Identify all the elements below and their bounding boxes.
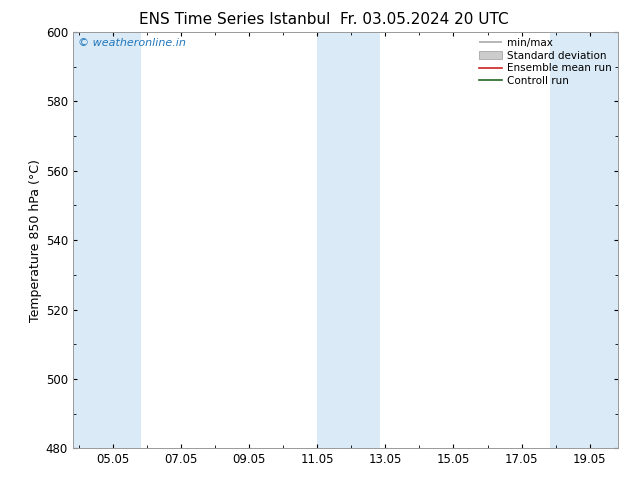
Legend: min/max, Standard deviation, Ensemble mean run, Controll run: min/max, Standard deviation, Ensemble me… [475,34,616,90]
Bar [73,32,141,448]
Text: Fr. 03.05.2024 20 UTC: Fr. 03.05.2024 20 UTC [340,12,509,27]
Bar [317,32,380,448]
Bar [550,32,618,448]
Y-axis label: Temperature 850 hPa (°C): Temperature 850 hPa (°C) [29,159,42,321]
Text: © weatheronline.in: © weatheronline.in [79,38,186,48]
Text: ENS Time Series Istanbul: ENS Time Series Istanbul [139,12,330,27]
